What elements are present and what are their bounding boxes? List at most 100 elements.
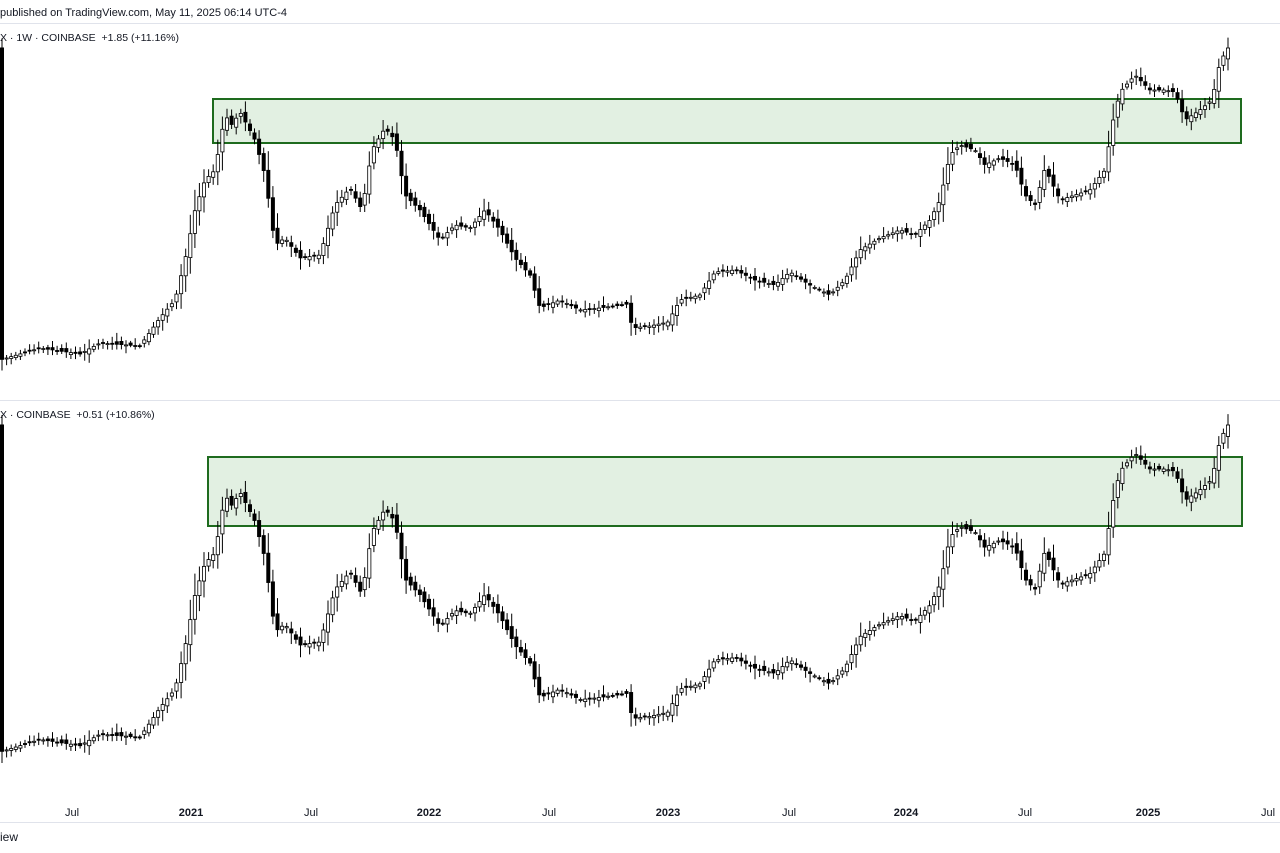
lower-candle-body [156, 710, 161, 718]
upper-candle-body [610, 305, 615, 308]
lower-candle-body [523, 649, 528, 658]
lower-candle-body [41, 739, 46, 742]
upper-candle-body [780, 277, 785, 285]
lower-candle-body [266, 552, 271, 583]
upper-candle-body [13, 354, 18, 358]
lower-candles [0, 414, 1231, 763]
lower-candle-body [307, 643, 312, 648]
lower-candle-body [59, 739, 64, 744]
upper-candle-body [298, 249, 303, 259]
lower-candle-body [606, 695, 611, 698]
lower-candle-body [569, 693, 574, 696]
upper-candle-body [454, 224, 459, 231]
upper-candle-body [445, 232, 450, 239]
upper-candle-body [307, 256, 312, 261]
lower-candle-body [601, 694, 606, 698]
lower-candle-body [886, 620, 891, 623]
upper-candle-body [1056, 188, 1061, 197]
upper-candle-body [532, 273, 537, 291]
upper-candle-body [371, 146, 376, 164]
upper-candle-body [1212, 89, 1217, 104]
upper-candle-body [472, 221, 477, 228]
lower-candle-body [509, 626, 514, 640]
upper-candle-body [156, 320, 161, 328]
lower-candle-body [877, 624, 882, 627]
upper-candle-body [900, 230, 905, 234]
upper-candle-body [739, 269, 744, 274]
lower-candle-body [794, 663, 799, 666]
upper-candle-body [339, 196, 344, 203]
upper-candle-body [702, 287, 707, 294]
upper-candle-body [968, 143, 973, 150]
upper-candle-body [146, 333, 151, 343]
upper-candle-body [404, 175, 409, 197]
upper-candle-body [1106, 146, 1111, 173]
upper-candle-body [101, 342, 106, 344]
lower-candle-body [656, 713, 661, 717]
upper-candle-body [1193, 112, 1198, 119]
upper-candle-body [688, 296, 693, 299]
upper-candle-body [1060, 198, 1065, 201]
lower-candle-body [1147, 466, 1152, 470]
upper-candle-body [578, 309, 583, 312]
lower-candle-body [367, 548, 372, 579]
x-tick-label: 2024 [894, 807, 919, 819]
lower-candle-body [335, 586, 340, 598]
x-tick-label: Jul [542, 807, 556, 819]
lower-candle-body [665, 711, 670, 717]
upper-candle-body [408, 192, 413, 202]
upper-candle-body [1102, 170, 1107, 178]
lower-candle-body [13, 746, 18, 750]
lower-candle-body [124, 735, 129, 738]
lower-candle-body [647, 716, 652, 719]
lower-candle-body [799, 664, 804, 668]
lower-candle-body [679, 688, 684, 693]
upper-candle-body [697, 294, 702, 298]
upper-candle-body [1184, 111, 1189, 120]
lower-candle-body [270, 581, 275, 617]
upper-candle-body [753, 275, 758, 281]
upper-candle-body [509, 239, 514, 253]
upper-candle-body [289, 242, 294, 247]
upper-candle-body [105, 343, 110, 346]
lower-candle-body [73, 743, 78, 746]
upper-candle-body [201, 182, 206, 198]
lower-candle-body [463, 610, 468, 614]
lower-candle-body [693, 684, 698, 689]
upper-candle-body [1014, 160, 1019, 171]
lower-candle-body [1216, 445, 1221, 471]
upper-candle-body [569, 303, 574, 307]
upper-candle-body [762, 277, 767, 283]
upper-candle-body [188, 233, 193, 258]
lower-candle-body [808, 671, 813, 674]
upper-candle-body [537, 288, 542, 306]
lower-candle-body [482, 595, 487, 605]
lower-candle-body [1065, 581, 1070, 587]
lower-candle-body [615, 692, 620, 696]
upper-candle-body [440, 236, 445, 239]
lower-candle-body [348, 572, 353, 575]
lower-candle-body [339, 581, 344, 588]
lower-candle-body [978, 535, 983, 541]
upper-candle-body [505, 233, 510, 244]
lower-candle-body [1051, 557, 1056, 571]
lower-candle-body [642, 715, 647, 718]
lower-candle-body [959, 526, 964, 529]
x-tick-label: Jul [65, 807, 79, 819]
lower-candle-body [831, 680, 836, 683]
lower-candle-body [252, 513, 257, 521]
upper-candle-body [1138, 77, 1143, 82]
upper-candle-body [367, 165, 372, 195]
lower-candle-body [454, 610, 459, 616]
upper-candle-body [224, 117, 229, 131]
lower-candle-body [1079, 576, 1084, 581]
lower-candle-body [1010, 545, 1015, 548]
lower-candle-body [431, 607, 436, 617]
lower-candle-body [817, 677, 822, 680]
upper-candle-body [711, 273, 716, 281]
lower-candle-body [619, 693, 624, 696]
upper-candle-body [165, 308, 170, 317]
upper-candle-body [1216, 67, 1221, 92]
upper-candle-body [119, 340, 124, 345]
upper-candle-body [592, 308, 597, 311]
